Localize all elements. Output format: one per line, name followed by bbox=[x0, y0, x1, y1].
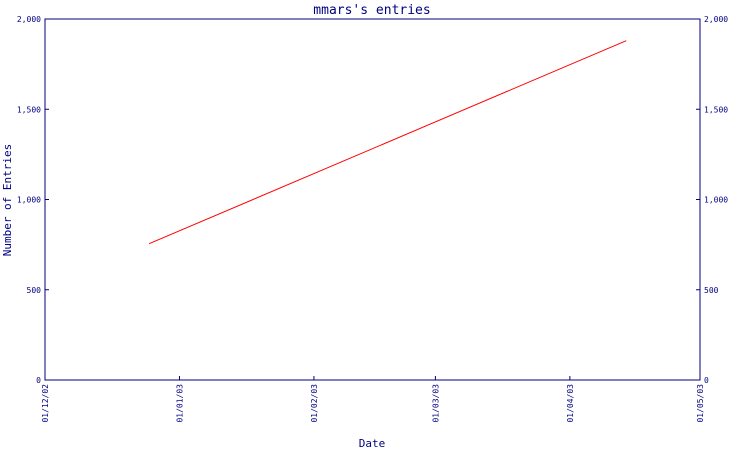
y-axis-left: 0 500 1,000 1,500 2,000 bbox=[17, 15, 49, 385]
plot-frame bbox=[44, 18, 701, 381]
y-tick-label-left: 0 bbox=[36, 376, 41, 385]
series-layer bbox=[148, 40, 627, 245]
x-tick-label: 01/02/03 bbox=[310, 384, 319, 423]
y-tick-label-right: 500 bbox=[704, 286, 719, 295]
y-tick-label-left: 2,000 bbox=[17, 15, 41, 24]
y-tick-label-left: 500 bbox=[27, 286, 42, 295]
x-tick-label: 01/04/03 bbox=[566, 384, 575, 423]
x-tick-label: 01/05/03 bbox=[696, 384, 705, 423]
x-axis-title: Date bbox=[359, 437, 386, 450]
y-tick-label-left: 1,500 bbox=[17, 105, 41, 114]
x-tick-label: 01/01/03 bbox=[175, 384, 184, 423]
y-tick-label-right: 1,000 bbox=[704, 196, 728, 205]
y-tick-label-right: 1,500 bbox=[704, 105, 728, 114]
chart-title: mmars's entries bbox=[313, 3, 430, 18]
y-tick-label-left: 1,000 bbox=[17, 196, 41, 205]
series-line bbox=[148, 40, 627, 245]
y-tick-label-right: 0 bbox=[704, 376, 709, 385]
y-axis-title: Number of Entries bbox=[1, 144, 14, 257]
y-axis-right: 0 500 1,000 1,500 2,000 bbox=[696, 15, 728, 385]
x-tick-label: 01/03/03 bbox=[431, 384, 440, 423]
y-tick-label-right: 2,000 bbox=[704, 15, 728, 24]
x-tick-label: 01/12/02 bbox=[41, 384, 50, 423]
x-axis: 01/12/02 01/01/03 01/02/03 01/03/03 01/04/03… bbox=[41, 376, 705, 423]
